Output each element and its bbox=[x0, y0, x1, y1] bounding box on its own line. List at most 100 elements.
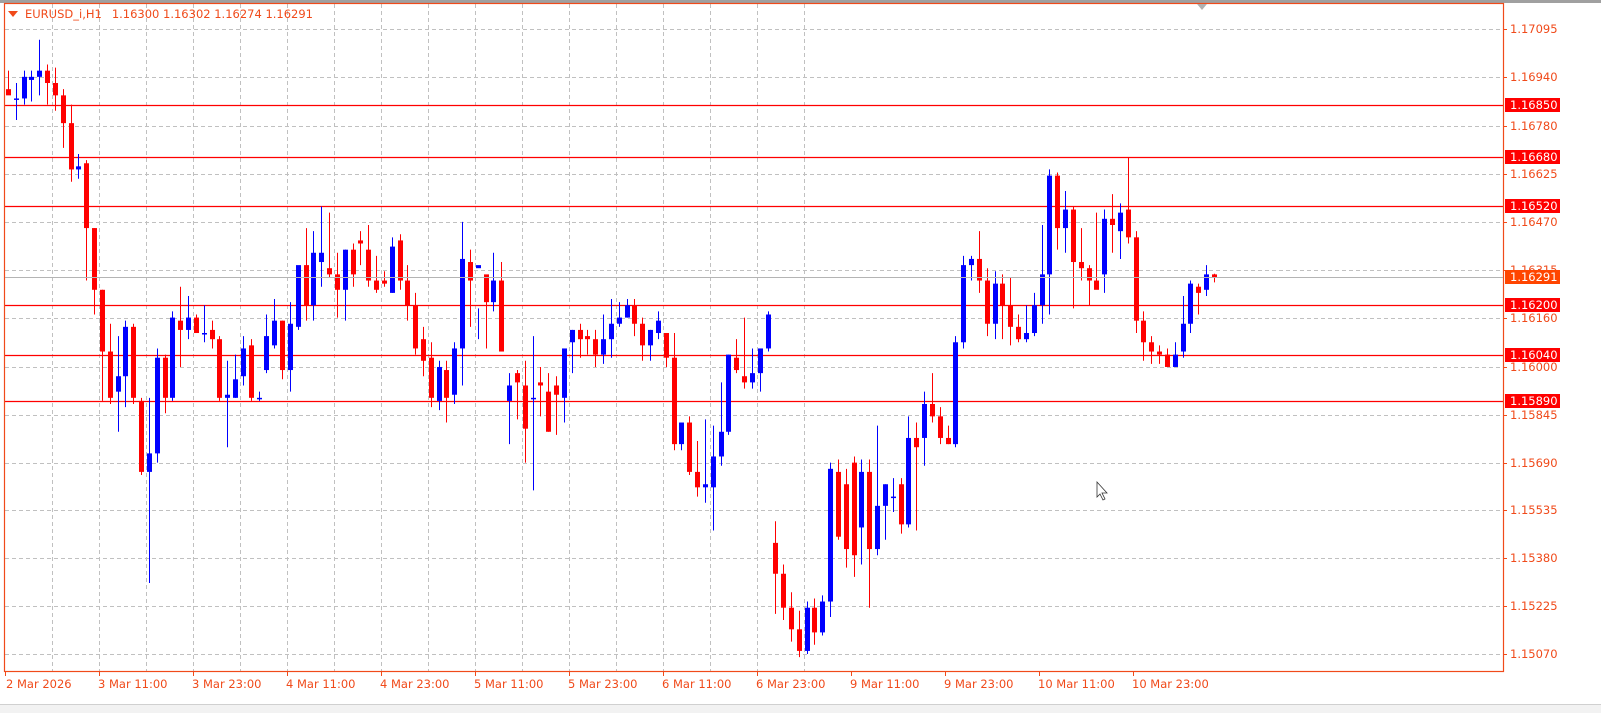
candle-body bbox=[938, 416, 943, 438]
candle-body bbox=[664, 333, 669, 358]
candle-body bbox=[139, 400, 144, 472]
candle-body bbox=[656, 320, 661, 334]
candle bbox=[1157, 345, 1162, 364]
candle-body bbox=[499, 280, 504, 352]
time-tick-label: 9 Mar 23:00 bbox=[944, 677, 1013, 691]
candle-body bbox=[53, 83, 58, 96]
time-tick-label: 6 Mar 23:00 bbox=[756, 677, 825, 691]
candle bbox=[985, 268, 990, 337]
candle-body bbox=[374, 280, 379, 290]
candle bbox=[444, 360, 449, 423]
candle bbox=[867, 459, 872, 608]
candle-body bbox=[1196, 286, 1201, 293]
candle-body bbox=[593, 339, 598, 355]
candle-body bbox=[366, 249, 371, 281]
level-price-badge bbox=[1505, 98, 1560, 112]
candle-body bbox=[875, 505, 880, 550]
candle bbox=[484, 274, 489, 349]
price-tick-label: 1.15380 bbox=[1510, 551, 1558, 565]
candle bbox=[1149, 336, 1154, 364]
shift-marker-icon bbox=[1197, 4, 1207, 10]
candle-body bbox=[1032, 305, 1037, 334]
grid-lines bbox=[5, 4, 1503, 671]
candle-body bbox=[460, 258, 465, 349]
candle bbox=[131, 323, 136, 404]
candle-body bbox=[1204, 274, 1209, 290]
candle-body bbox=[883, 484, 888, 506]
candle-body bbox=[601, 339, 606, 355]
candle bbox=[601, 314, 606, 364]
chart-frame bbox=[3, 2, 1505, 673]
candle-body bbox=[679, 422, 684, 445]
candle bbox=[69, 104, 74, 182]
candle bbox=[538, 366, 543, 417]
candle bbox=[789, 592, 794, 642]
candle bbox=[1141, 311, 1146, 361]
candle-body bbox=[155, 357, 160, 454]
time-tick-label: 5 Mar 11:00 bbox=[474, 677, 543, 691]
candle bbox=[405, 265, 410, 321]
candle-body bbox=[734, 357, 739, 371]
candle-body bbox=[836, 471, 841, 537]
candle-body bbox=[178, 320, 183, 330]
candle-body bbox=[1102, 218, 1107, 275]
candle-body bbox=[225, 394, 230, 398]
candle-body bbox=[452, 348, 457, 395]
candle-body bbox=[217, 339, 222, 398]
candle bbox=[609, 299, 614, 358]
candle-body bbox=[233, 379, 238, 398]
candle bbox=[202, 305, 207, 343]
candle-body bbox=[343, 249, 348, 290]
candle bbox=[1071, 206, 1076, 309]
candle bbox=[640, 317, 645, 361]
candle bbox=[390, 237, 395, 293]
candle-body bbox=[69, 123, 74, 170]
candle-body bbox=[585, 336, 590, 340]
candle bbox=[499, 262, 504, 352]
collapse-triangle-icon[interactable] bbox=[8, 11, 18, 17]
candle-body bbox=[844, 484, 849, 550]
candle-body bbox=[930, 404, 935, 417]
candle bbox=[84, 160, 89, 281]
candle bbox=[45, 64, 50, 105]
price-axis[interactable]: 1.170951.169401.167801.166251.164701.163… bbox=[1503, 22, 1560, 661]
candle bbox=[1173, 342, 1178, 367]
candle-body bbox=[711, 456, 716, 488]
candle bbox=[92, 228, 97, 315]
candle bbox=[719, 382, 724, 466]
candle bbox=[969, 255, 974, 281]
time-tick-label: 4 Mar 23:00 bbox=[380, 677, 449, 691]
candle bbox=[53, 67, 58, 111]
candle bbox=[891, 478, 896, 513]
price-tick-label: 1.16000 bbox=[1510, 360, 1558, 374]
candle-body bbox=[562, 348, 567, 398]
candle-body bbox=[750, 373, 755, 383]
candle-body bbox=[946, 437, 951, 445]
candle bbox=[906, 416, 911, 528]
candle bbox=[351, 243, 356, 287]
candle-body bbox=[288, 323, 293, 371]
candlesticks bbox=[6, 39, 1217, 658]
candle bbox=[327, 212, 332, 278]
candle-body bbox=[672, 357, 677, 445]
candle bbox=[1063, 191, 1068, 253]
level-price-badge bbox=[1505, 348, 1560, 362]
price-tick-label: 1.15845 bbox=[1510, 408, 1558, 422]
candle-body bbox=[773, 542, 778, 574]
candle bbox=[883, 484, 888, 540]
candle bbox=[29, 70, 34, 102]
candle-body bbox=[76, 166, 81, 170]
candle bbox=[570, 329, 575, 374]
candle-body bbox=[906, 437, 911, 525]
candle-body bbox=[1087, 268, 1092, 281]
current-price-badge bbox=[1505, 270, 1560, 284]
candle-body bbox=[742, 376, 747, 383]
candle-body bbox=[1181, 323, 1186, 352]
time-axis[interactable]: 2 Mar 2026 3 Mar 11:00 3 Mar 23:00 4 Mar 11… bbox=[5, 671, 1209, 691]
candle-body bbox=[476, 265, 481, 269]
candle bbox=[977, 231, 982, 293]
candle bbox=[617, 302, 622, 327]
candle bbox=[6, 70, 11, 96]
